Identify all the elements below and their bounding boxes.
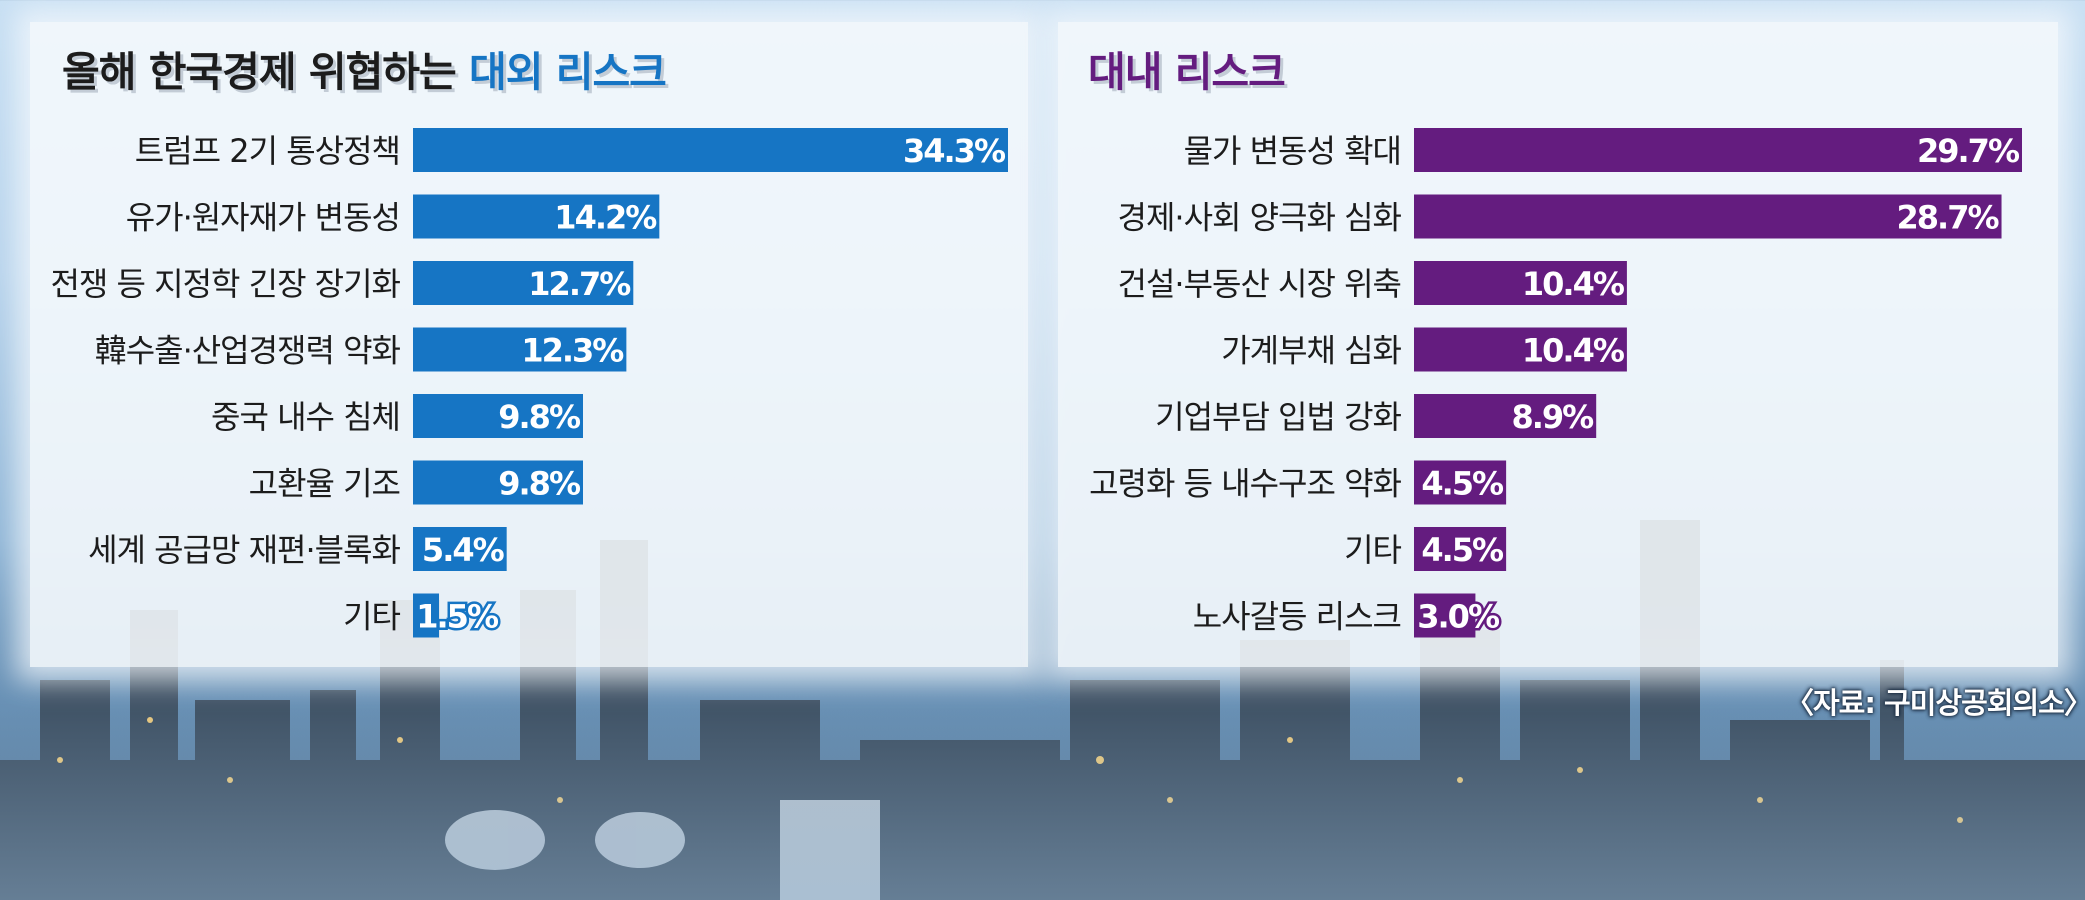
category-label: 중국 내수 침체 <box>211 398 400 436</box>
category-label: 전쟁 등 지정학 긴장 장기화 <box>50 265 400 303</box>
bar <box>1414 194 2002 239</box>
bar <box>413 128 1008 172</box>
value-label: 12.7% <box>528 265 631 303</box>
bar <box>1414 527 1507 571</box>
category-label: 건설·부동산 시장 위축 <box>1118 265 1401 303</box>
category-label: 기타 <box>1344 531 1401 569</box>
bar <box>1414 394 1597 438</box>
external-risk-title: 올해 한국경제 위협하는 대외 리스크 <box>62 38 667 98</box>
bar <box>413 527 507 571</box>
category-label: 가계부채 심화 <box>1221 332 1401 370</box>
bar <box>1414 128 2022 172</box>
category-label: 노사갈등 리스크 <box>1193 598 1401 636</box>
bar <box>1414 261 1627 305</box>
external-risk-bars: 트럼프 2기 통상정책 34.3% 유가·원자재가 변동성 14.2% 전쟁 등 지정학… <box>50 128 1010 638</box>
category-label: 韓수출·산업경쟁력 약화 <box>95 332 401 370</box>
value-label: 9.8% <box>498 398 581 436</box>
internal-risk-bars: 물가 변동성 확대 29.7% 경제·사회 양극화 심화 28.7% 건설·부동산 시장… <box>1089 128 2024 638</box>
value-label: 3.0% <box>1417 598 1500 636</box>
title-accent: 대외 리스크 <box>469 48 667 96</box>
bar <box>413 194 660 239</box>
category-label: 경제·사회 양극화 심화 <box>1118 199 1402 237</box>
category-label: 세계 공급망 재편·블록화 <box>88 531 400 569</box>
bar <box>1414 327 1627 372</box>
value-label: 14.2% <box>554 199 657 237</box>
bar <box>413 460 583 505</box>
bar <box>1414 460 1507 505</box>
value-label: 10.4% <box>1522 265 1625 303</box>
category-label: 고령화 등 내수구조 약화 <box>1089 465 1401 503</box>
value-label: 5.4% <box>422 531 505 569</box>
value-label: 8.9% <box>1511 398 1594 436</box>
bar <box>413 394 583 438</box>
title-prefix: 올해 한국경제 위협하는 <box>62 48 470 96</box>
value-label: 29.7% <box>1917 132 2020 170</box>
value-label: 10.4% <box>1522 332 1625 370</box>
internal-risk-title: 대내 리스크 <box>1088 48 1286 96</box>
bar <box>413 261 634 305</box>
value-label: 12.3% <box>521 332 624 370</box>
category-label: 유가·원자재가 변동성 <box>126 199 400 237</box>
value-label: 9.8% <box>498 465 581 503</box>
category-label: 고환율 기조 <box>249 465 400 503</box>
value-label: 28.7% <box>1897 199 2000 237</box>
bar <box>413 593 440 638</box>
category-label: 트럼프 2기 통상정책 <box>135 132 400 170</box>
source-note: 〈자료: 구미상공회의소〉 <box>1785 686 2085 720</box>
value-label: 1.5% <box>416 598 499 636</box>
value-label: 4.5% <box>1421 465 1504 503</box>
category-label: 기업부담 입법 강화 <box>1155 398 1401 436</box>
category-label: 물가 변동성 확대 <box>1184 132 1401 170</box>
category-label: 기타 <box>343 598 400 636</box>
bar <box>413 327 627 372</box>
value-label: 34.3% <box>903 132 1006 170</box>
value-label: 4.5% <box>1421 531 1504 569</box>
bar <box>1414 593 1476 638</box>
